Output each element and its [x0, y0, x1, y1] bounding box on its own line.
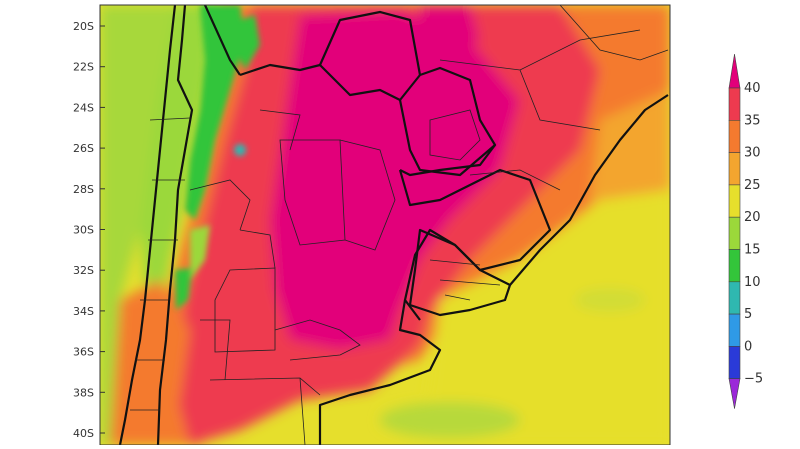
- lat-label: 28S: [73, 183, 94, 196]
- lat-label: 38S: [73, 386, 94, 399]
- colorbar-bin: [728, 120, 741, 153]
- lat-label: 24S: [73, 101, 94, 114]
- colorbar-tick-label: 35: [744, 113, 761, 128]
- colorbar: 40 35 30 25 20 15 10 5 0 −5: [728, 53, 763, 409]
- colorbar-bin: [728, 281, 741, 315]
- colorbar-top-extend: [728, 53, 741, 89]
- country-borders: [118, 5, 669, 445]
- colorbar-bottom-extend: [728, 378, 741, 409]
- map-panel: [100, 5, 670, 445]
- lat-label: 40S: [73, 427, 94, 440]
- colorbar-tick-label: 5: [744, 307, 752, 322]
- lat-label: 34S: [73, 305, 94, 318]
- lat-label: 22S: [73, 61, 94, 74]
- colorbar-bin: [728, 87, 741, 121]
- colorbar-tick-label: 40: [744, 81, 761, 96]
- lat-label: 32S: [73, 264, 94, 277]
- colorbar-tick-label: 30: [744, 146, 761, 161]
- colorbar-tick-label: 15: [744, 243, 761, 258]
- colorbar-tick-label: 0: [744, 339, 752, 354]
- colorbar-tick-label: 25: [744, 178, 761, 193]
- temperature-field: [100, 5, 670, 445]
- colorbar-bin: [728, 184, 741, 218]
- colorbar-bin: [728, 249, 741, 283]
- lat-label: 26S: [73, 142, 94, 155]
- colorbar-bin: [728, 216, 741, 250]
- province-borders: [130, 5, 669, 445]
- lat-label: 30S: [73, 224, 94, 237]
- latitude-axis: 20S 22S 24S 26S 28S 30S 32S 34S 36S 38S 40S: [73, 20, 105, 440]
- colorbar-tick-label: 10: [744, 275, 761, 290]
- colorbar-bin: [728, 152, 741, 186]
- colorbar-bin: [728, 313, 741, 347]
- colorbar-tick-label: −5: [744, 372, 763, 387]
- colorbar-tick-label: 20: [744, 210, 761, 225]
- lat-label: 36S: [73, 346, 94, 359]
- colorbar-bin: [728, 346, 741, 379]
- lat-label: 20S: [73, 20, 94, 33]
